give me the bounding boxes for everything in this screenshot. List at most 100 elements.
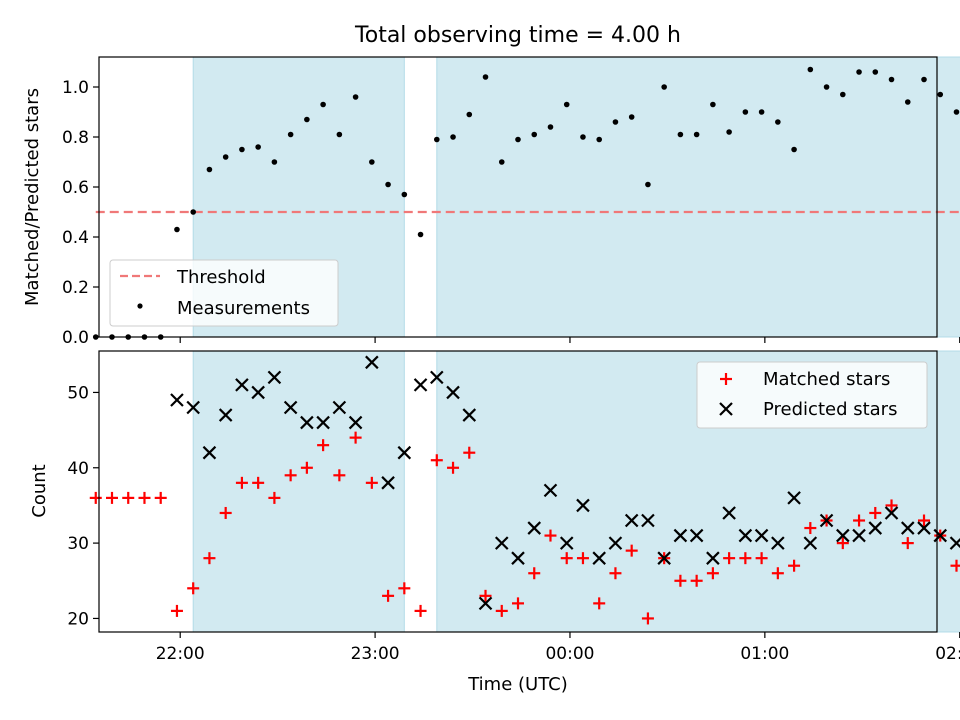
measurement-point bbox=[190, 209, 196, 215]
predicted-star-marker bbox=[235, 378, 249, 392]
predicted-star-marker bbox=[511, 551, 525, 565]
bottom-axes-frame bbox=[98, 350, 938, 633]
matched-star-marker bbox=[219, 506, 232, 519]
predicted-legend-marker bbox=[719, 402, 733, 416]
matched-star-marker bbox=[674, 574, 687, 587]
matched-star-marker bbox=[317, 439, 330, 452]
measurement-point bbox=[255, 144, 261, 150]
predicted-star-marker bbox=[819, 513, 834, 528]
predicted-star-marker bbox=[316, 415, 330, 430]
matched-star-marker bbox=[122, 491, 135, 504]
matched-star-marker bbox=[447, 461, 460, 474]
matched-star-marker bbox=[836, 537, 849, 550]
matched-star-marker bbox=[723, 552, 736, 565]
measurement-point bbox=[417, 231, 424, 238]
measurement-point bbox=[515, 136, 521, 143]
measurement-point bbox=[693, 131, 700, 138]
matched-star-marker bbox=[593, 597, 606, 610]
bottom-panel: 20 30 40 50 22:00 23:00 00:00 01:00 02:00 Count… bbox=[29, 350, 960, 695]
x-axis-label: Time (UTC) bbox=[467, 674, 568, 695]
measurement-point bbox=[856, 69, 862, 75]
predicted-star-marker bbox=[218, 408, 233, 422]
measurement-point bbox=[352, 94, 359, 100]
matched-star-marker bbox=[89, 491, 102, 504]
measurement-point bbox=[563, 101, 570, 108]
matched-star-marker bbox=[414, 604, 427, 617]
measurement-point bbox=[823, 84, 830, 90]
predicted-star-marker bbox=[494, 536, 509, 550]
measurement-point bbox=[401, 191, 408, 198]
predicted-star-marker bbox=[251, 385, 265, 400]
predicted-star-marker bbox=[283, 400, 298, 415]
matched-star-marker bbox=[138, 491, 151, 504]
matched-star-marker bbox=[430, 454, 443, 467]
matched-star-marker bbox=[771, 567, 784, 580]
predicted-star-marker bbox=[592, 551, 606, 565]
matched-star-marker bbox=[869, 506, 882, 519]
predicted-star-marker bbox=[657, 551, 671, 565]
predicted-star-marker bbox=[771, 536, 785, 550]
predicted-star-marker bbox=[706, 551, 720, 565]
predicted-star-marker bbox=[689, 528, 704, 543]
shaded-interval bbox=[436, 56, 960, 338]
measurements-legend-marker bbox=[137, 303, 143, 309]
matched-star-marker bbox=[463, 446, 476, 459]
predicted-star-marker bbox=[917, 521, 931, 535]
predicted-star-marker bbox=[836, 528, 850, 543]
measurement-point bbox=[320, 101, 326, 108]
predicted-star-marker bbox=[543, 483, 558, 498]
measurement-point bbox=[450, 134, 456, 140]
predicted-star-marker bbox=[608, 536, 623, 550]
y-tick-label: 40 bbox=[67, 459, 89, 479]
matched-star-marker bbox=[885, 499, 898, 512]
top-y-axis-label: Matched/Predicted stars bbox=[22, 88, 43, 306]
measurement-point bbox=[596, 136, 603, 143]
predicted-star-marker bbox=[868, 521, 883, 535]
top-panel: 0.0 0.2 0.4 0.6 0.8 1.0 Matched/Predicted sta… bbox=[22, 56, 960, 348]
measurement-point bbox=[287, 131, 294, 138]
matched-star-marker bbox=[560, 552, 573, 565]
measurement-point bbox=[791, 146, 797, 153]
predicted-star-marker bbox=[624, 513, 639, 528]
x-tick-label: 02:00 bbox=[935, 644, 960, 664]
y-tick-label: 1.0 bbox=[62, 78, 89, 98]
matched-star-marker bbox=[382, 589, 395, 602]
measurement-point bbox=[937, 91, 944, 98]
shaded-interval bbox=[192, 350, 405, 633]
measurement-point bbox=[775, 119, 781, 125]
measurement-point bbox=[239, 146, 245, 153]
matched-star-marker bbox=[625, 544, 638, 557]
top-x-ticks bbox=[179, 337, 960, 343]
top-y-ticks: 0.0 0.2 0.4 0.6 0.8 1.0 bbox=[62, 78, 99, 348]
measurement-point bbox=[726, 129, 732, 135]
measurement-point bbox=[174, 226, 180, 233]
predicted-star-marker bbox=[673, 528, 688, 543]
matched-star-marker bbox=[788, 559, 801, 572]
predicted-star-marker bbox=[722, 506, 736, 520]
measurement-point bbox=[710, 101, 716, 108]
y-tick-label: 0.0 bbox=[62, 328, 89, 348]
measurement-point bbox=[742, 109, 749, 115]
measurement-point bbox=[498, 159, 505, 165]
top-legend-box bbox=[109, 259, 339, 327]
matched-star-marker bbox=[706, 567, 719, 580]
matched-star-marker bbox=[950, 559, 960, 572]
predicted-star-marker bbox=[949, 536, 960, 550]
predicted-star-marker bbox=[900, 521, 915, 535]
predicted-star-marker bbox=[300, 415, 314, 430]
measurement-point bbox=[369, 159, 375, 165]
y-tick-label: 50 bbox=[67, 383, 89, 403]
matched-star-marker bbox=[609, 567, 622, 580]
predicted-star-marker bbox=[527, 521, 542, 535]
matched-star-marker bbox=[755, 552, 768, 565]
predicted-star-markers bbox=[170, 355, 960, 611]
matched-star-marker bbox=[528, 567, 541, 580]
matched-star-marker bbox=[918, 514, 931, 527]
measurement-point bbox=[466, 111, 473, 118]
threshold-legend-label: Threshold bbox=[176, 267, 266, 288]
measurement-point bbox=[677, 131, 684, 138]
matched-star-marker bbox=[300, 461, 313, 474]
predicted-star-marker bbox=[397, 445, 412, 460]
matched-star-markers bbox=[89, 431, 960, 625]
y-tick-label: 20 bbox=[67, 609, 89, 629]
